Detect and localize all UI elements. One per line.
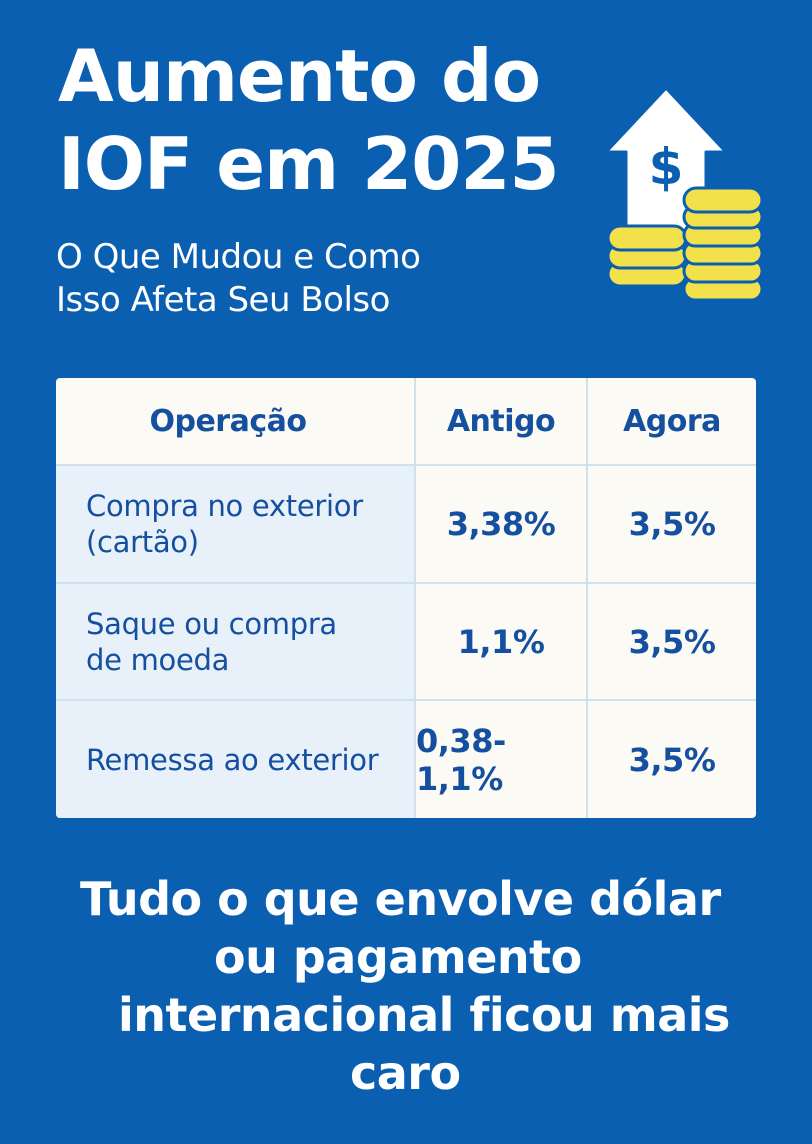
- operation-cell: Saque ou compra de moeda: [56, 584, 414, 699]
- operation-text-line: Remessa ao exterior: [86, 742, 379, 777]
- page-title: Aumento do IOF em 2025: [58, 32, 560, 208]
- table-row: Remessa ao exterior 0,38-1,1% 3,5%: [56, 701, 756, 818]
- title-line-1: Aumento do: [58, 34, 541, 118]
- table-divider: [414, 378, 416, 818]
- page-subtitle: O Que Mudou e Como Isso Afeta Seu Bolso: [56, 236, 421, 322]
- table-header-row: Operação Antigo Agora: [56, 378, 756, 464]
- subtitle-line-1: O Que Mudou e Como: [56, 237, 421, 277]
- operation-cell: Remessa ao exterior: [56, 701, 414, 818]
- subtitle-line-2: Isso Afeta Seu Bolso: [56, 280, 390, 320]
- coin-stack-icon: [606, 186, 764, 302]
- new-rate-cell: 3,5%: [628, 505, 716, 543]
- footer-line-4: caro: [350, 1046, 461, 1100]
- footer-line-2: ou pagamento: [214, 930, 582, 984]
- header-new: Agora: [623, 403, 721, 439]
- old-rate-cell: 1,1%: [457, 622, 545, 661]
- old-rate-cell: 3,38%: [446, 505, 556, 543]
- new-rate-cell: 3,5%: [628, 622, 716, 661]
- table-divider: [56, 582, 756, 584]
- footer-line-1: Tudo o que envolve dólar: [80, 872, 721, 926]
- header-old: Antigo: [446, 403, 556, 439]
- table-row: Saque ou compra de moeda 1,1% 3,5%: [56, 584, 756, 699]
- iof-comparison-table: Operação Antigo Agora Compra no exterior…: [56, 378, 756, 818]
- operation-text-line: Saque ou compra: [86, 606, 337, 641]
- operation-text-line: Compra no exterior: [86, 489, 363, 523]
- table-divider: [56, 464, 756, 466]
- title-line-2: IOF em 2025: [58, 122, 560, 206]
- footer-line-3: internacional ficou mais: [118, 988, 730, 1042]
- money-increase-illustration: $: [604, 86, 764, 302]
- table-divider: [56, 699, 756, 701]
- table-row: Compra no exterior (cartão) 3,38% 3,5%: [56, 466, 756, 582]
- operation-text-line: (cartão): [86, 525, 199, 559]
- old-rate-cell: 0,38-1,1%: [416, 721, 506, 798]
- table-divider: [586, 378, 588, 818]
- operation-text-line: de moeda: [86, 642, 230, 677]
- operation-cell: Compra no exterior (cartão): [56, 466, 414, 582]
- header-operation: Operação: [149, 403, 307, 439]
- new-rate-cell: 3,5%: [628, 740, 716, 779]
- dollar-sign: $: [649, 138, 684, 196]
